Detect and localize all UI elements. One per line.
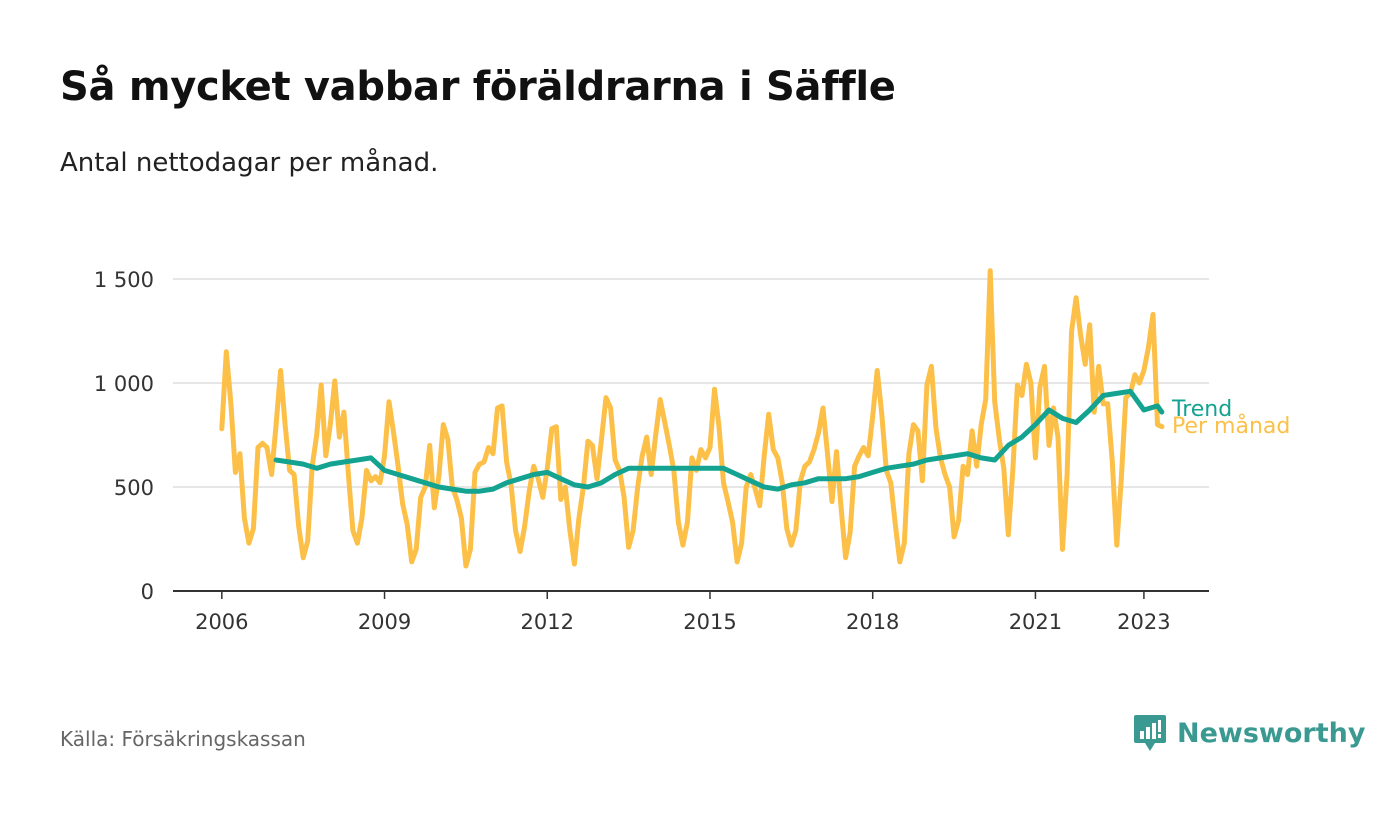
- y-axis-ticks: 0 500 1 000 1 500: [94, 268, 154, 604]
- y-tick-label: 1 000: [94, 372, 154, 396]
- brand-name: Newsworthy: [1177, 717, 1366, 749]
- x-axis: 2006 2009 2012 2015 2018 2021 2023: [173, 590, 1209, 634]
- chart-title: Så mycket vabbar föräldrarna i Säffle: [60, 64, 896, 110]
- source-note: Källa: Försäkringskassan: [60, 727, 306, 751]
- x-tick-label: 2009: [358, 610, 411, 634]
- x-tick-label: 2015: [683, 610, 736, 634]
- x-tick-label: 2023: [1117, 610, 1170, 634]
- series-label-per-m-nad: Per månad: [1172, 413, 1290, 439]
- newsworthy-icon: [1134, 715, 1166, 751]
- series-label-trend: Trend: [1171, 397, 1232, 422]
- y-tick-label: 500: [114, 476, 154, 500]
- x-tick-label: 2018: [846, 610, 899, 634]
- series-line-trend: [273, 388, 1165, 494]
- brand-logo: Newsworthy: [1133, 712, 1365, 754]
- y-tick-label: 1 500: [94, 268, 154, 292]
- x-tick-label: 2021: [1009, 610, 1062, 634]
- x-tick-label: 2006: [195, 610, 248, 634]
- series-line-per-m-nad: [219, 268, 1165, 569]
- series-lines: [219, 268, 1165, 569]
- x-tick-label: 2012: [521, 610, 574, 634]
- chart-subtitle: Antal nettodagar per månad.: [60, 148, 439, 178]
- y-tick-label: 0: [141, 580, 154, 604]
